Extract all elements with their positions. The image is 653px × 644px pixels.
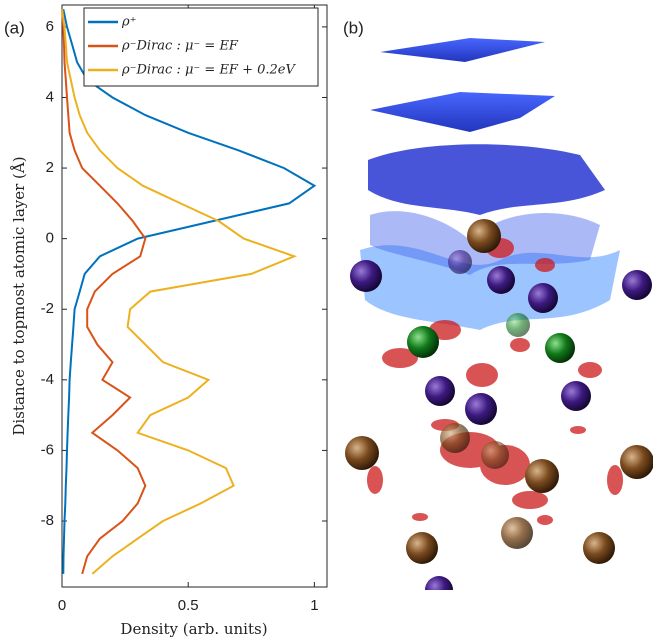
y-tick-label: 4 — [46, 88, 54, 105]
panel-label: (a) — [4, 18, 25, 37]
x-tick-label: 1 — [310, 597, 318, 614]
y-tick-label: -8 — [41, 512, 54, 529]
data-line — [61, 9, 298, 575]
legend-label: ρ⁺ — [121, 15, 137, 30]
y-tick-label: -4 — [41, 371, 54, 388]
y-tick-label: 6 — [46, 18, 54, 35]
legend-box — [83, 7, 319, 87]
legend-label: ρ⁻Dirac : μ⁻ = EF — [121, 39, 239, 54]
data-line — [61, 9, 147, 575]
y-tick-label: -2 — [41, 300, 54, 317]
y-tick-label: 0 — [46, 230, 54, 247]
plot-area: 6 4 2 0 -2 -4 -6 -8 0 0.5 1 ρ⁺ ρ⁻Dirac : μ⁻ = EF ρ⁻Di… — [41, 4, 328, 614]
x-tick-label: 0 — [58, 597, 66, 614]
render-3d — [330, 38, 653, 644]
y-axis-label: Distance to topmost atomic layer (Å) — [10, 156, 28, 435]
legend-label: ρ⁻Dirac : μ⁻ = EF + 0.2eV — [121, 63, 296, 78]
panel-label: (b) — [343, 18, 364, 37]
plot-frame — [61, 4, 328, 588]
data-line — [62, 8, 317, 574]
y-tick-label: 2 — [46, 159, 54, 176]
y-tick-label: -6 — [41, 441, 54, 458]
x-tick-label: 0.5 — [178, 597, 199, 614]
x-axis-label: Density (arb. units) — [120, 620, 267, 638]
